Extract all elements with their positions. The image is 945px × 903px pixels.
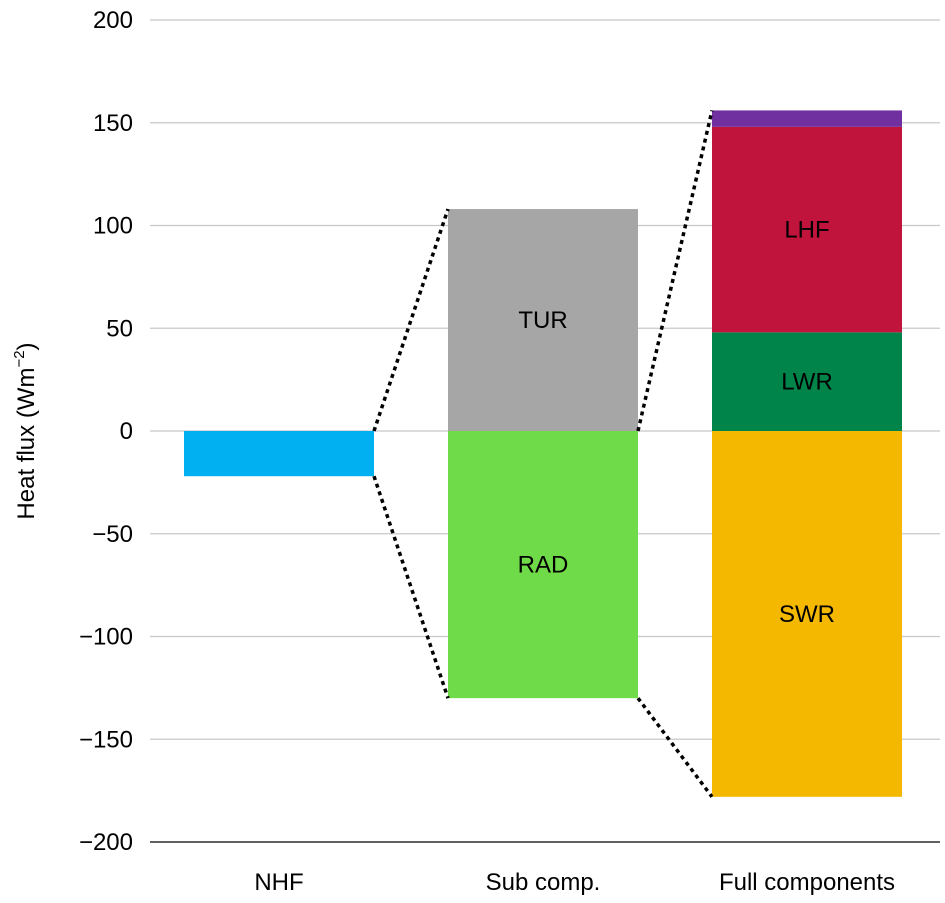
y-tick-labels: 200 150 100 50 0 −50 −100 −150 −200	[79, 7, 133, 856]
bar-segment	[448, 431, 638, 699]
connector-line	[636, 110, 714, 432]
y-tick-label: 150	[93, 110, 133, 137]
y-tick-label: −50	[92, 521, 133, 548]
y-axis-label-close: )	[13, 342, 40, 350]
y-axis-label-text: Heat flux (Wm	[13, 368, 40, 520]
y-axis-label: Heat flux (Wm−2)	[11, 342, 40, 519]
bar-segment	[712, 332, 902, 431]
bar-segment	[448, 209, 638, 431]
y-tick-label: −200	[79, 829, 133, 856]
category-label: Sub comp.	[486, 869, 601, 896]
y-tick-label: 100	[93, 213, 133, 240]
segment-label: LHF	[784, 217, 829, 244]
bars: TUR RAD LWR LHF SWR	[184, 110, 902, 797]
connector-line	[372, 208, 450, 432]
connector-line	[372, 475, 450, 699]
y-tick-label: 200	[93, 7, 133, 34]
category-label: NHF	[254, 869, 303, 896]
segment-label: LWR	[781, 369, 833, 396]
segment-label: TUR	[518, 307, 567, 334]
bar-segment	[712, 126, 902, 333]
y-tick-label: −100	[79, 624, 133, 651]
category-label: Full components	[719, 869, 895, 896]
segment-label: SWR	[779, 601, 835, 628]
y-tick-label: −150	[79, 726, 133, 753]
y-tick-label: 50	[106, 315, 133, 342]
segment-label: RAD	[518, 552, 569, 579]
y-axis-label-superscript: −2	[11, 350, 28, 367]
y-tick-label: 0	[120, 418, 133, 445]
bar-segment	[184, 431, 374, 477]
connector-line	[636, 697, 714, 798]
connectors	[372, 110, 714, 798]
bar-segment	[712, 431, 902, 797]
category-labels: NHF Sub comp. Full components	[254, 869, 895, 896]
bar-segment	[712, 110, 902, 127]
